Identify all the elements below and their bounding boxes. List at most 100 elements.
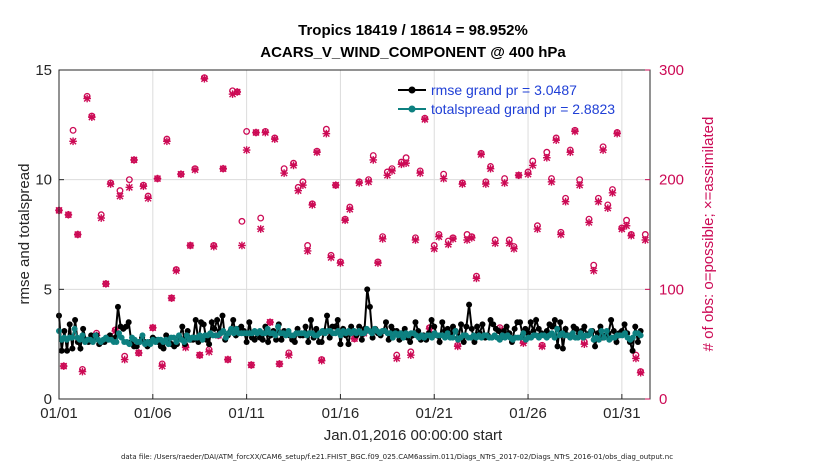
totalspread-point [575, 334, 582, 341]
totalspread-point [361, 330, 368, 337]
obs-assimilated-point [308, 201, 317, 209]
rmse-point [66, 321, 73, 328]
rmse-point [629, 347, 636, 354]
rmse-point [364, 286, 371, 293]
totalspread-point [173, 338, 180, 345]
plot-frame [58, 69, 651, 400]
obs-assimilated-point [449, 235, 457, 243]
rmse-point [369, 334, 376, 341]
rmse-point [200, 321, 207, 328]
obs-assimilated-point [158, 362, 166, 370]
obs-assimilated-point [242, 146, 251, 154]
totalspread-point [335, 328, 342, 335]
y-tick-label: 15 [35, 62, 52, 79]
obs-assimilated-point [618, 225, 626, 233]
obs-assimilated-point [266, 318, 274, 327]
rmse-point [543, 328, 550, 335]
rmse-point [246, 319, 253, 326]
y2-axis-label: # of obs: o=possible; ×=assimilated [700, 117, 717, 352]
obs-assimilated-point [238, 241, 246, 250]
rmse-point [511, 325, 518, 332]
totalspread-point [567, 334, 574, 341]
rmse-point [259, 336, 266, 343]
obs-assimilated-point [406, 351, 415, 359]
rmse-point [562, 325, 569, 332]
rmse-point [610, 328, 617, 335]
totalspread-point [621, 330, 628, 337]
totalspread-point [272, 332, 279, 339]
totalspread-point [199, 336, 206, 343]
obs-assimilated-point [566, 148, 575, 157]
obs-assimilated-point [341, 216, 349, 225]
y2-tick-label: 0 [659, 391, 667, 408]
rmse-point [549, 323, 556, 330]
rmse-point [69, 345, 76, 352]
obs-assimilated-point [172, 266, 181, 275]
totalspread-point [262, 330, 269, 337]
obs-assimilated-point [139, 182, 148, 191]
y-axis-ticks: 0 5 10 15 [35, 62, 64, 408]
rmse-point [278, 336, 285, 343]
obs-assimilated-point [500, 179, 509, 187]
totalspread-point [126, 341, 133, 348]
totalspread-point [442, 334, 449, 341]
totalspread-point [115, 330, 122, 337]
totalspread-point [275, 323, 282, 330]
chart-title: Tropics 18419 / 18614 = 98.952% [298, 22, 528, 39]
totalspread-point [183, 332, 190, 339]
totalspread-point [181, 338, 188, 345]
obs-assimilated-point [331, 181, 340, 189]
rmse-point [479, 321, 486, 328]
totalspread-point [162, 336, 169, 343]
y-tick-label: 5 [44, 281, 52, 298]
rmse-point [313, 325, 320, 332]
rmse-point [265, 338, 272, 345]
totalspread-point [337, 332, 344, 339]
obs-assimilated-point [388, 167, 396, 175]
obs-assimilated-point [421, 115, 429, 124]
obs-assimilated-point [116, 192, 124, 200]
obs-assimilated-point [632, 354, 640, 363]
obs-assimilated-point [477, 150, 485, 159]
rmse-point [460, 338, 467, 345]
totalspread-point [637, 332, 644, 339]
rmse-point [356, 323, 363, 330]
obs-assimilated-point [294, 186, 303, 195]
totalspread-point [444, 330, 451, 337]
rmse-point [219, 312, 226, 319]
rmse-point [621, 321, 628, 328]
totalspread-point [585, 332, 592, 339]
rmse-point [525, 330, 532, 337]
obs-assimilated-point [514, 171, 523, 180]
totalspread-point [225, 330, 232, 337]
rmse-point [431, 323, 438, 330]
rmse-point [554, 343, 561, 350]
obs-assimilated-point [200, 74, 209, 83]
rmse-point [307, 317, 314, 324]
totalspread-point [400, 334, 407, 341]
rmse-point [80, 325, 87, 332]
obs-assimilated-point [636, 368, 645, 377]
obs-assimilated-point [144, 194, 152, 203]
rmse-point [305, 338, 312, 345]
obs-assimilated-point [209, 242, 218, 251]
rmse-point [358, 336, 365, 343]
obs-possible-point [125, 176, 133, 184]
rmse-point [337, 341, 344, 348]
rmse-point [463, 323, 470, 330]
obs-assimilated-point [538, 342, 546, 351]
obs-assimilated-point [453, 342, 462, 351]
obs-assimilated-point [571, 127, 579, 136]
obs-assimilated-point [641, 236, 650, 244]
rmse-point [608, 317, 615, 324]
totalspread-point [517, 334, 524, 341]
obs-assimilated-point [378, 235, 387, 243]
totalspread-point [175, 332, 182, 339]
obs-assimilated-point [561, 197, 570, 206]
rmse-point [179, 323, 186, 330]
rmse-point [114, 303, 121, 310]
rmse-point [58, 347, 65, 354]
obs-assimilated-point [83, 94, 91, 103]
rmse-point [133, 343, 140, 350]
rmse-point [125, 319, 132, 326]
